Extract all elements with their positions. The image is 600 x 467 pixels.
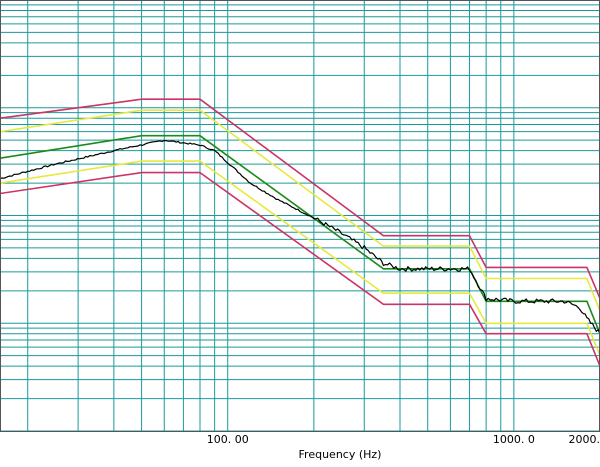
- x-tick-label: 100. 00: [207, 433, 249, 446]
- x-tick-label: 2000.: [569, 433, 600, 446]
- x-axis-label: Frequency (Hz): [299, 448, 382, 461]
- x-tick-label: 1000. 0: [493, 433, 535, 446]
